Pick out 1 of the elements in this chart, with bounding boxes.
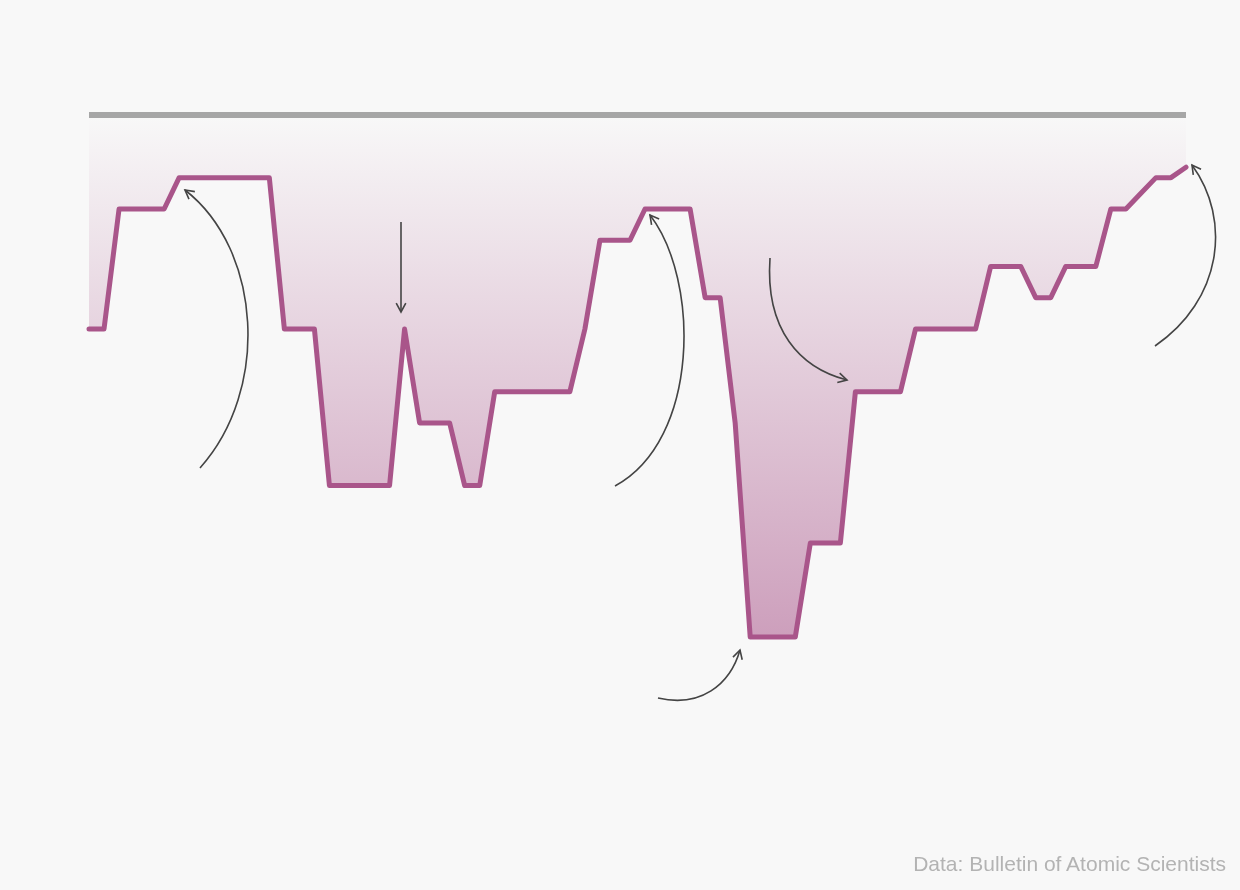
text: Data: Bulletin of Atomic Scientists	[913, 852, 1226, 876]
